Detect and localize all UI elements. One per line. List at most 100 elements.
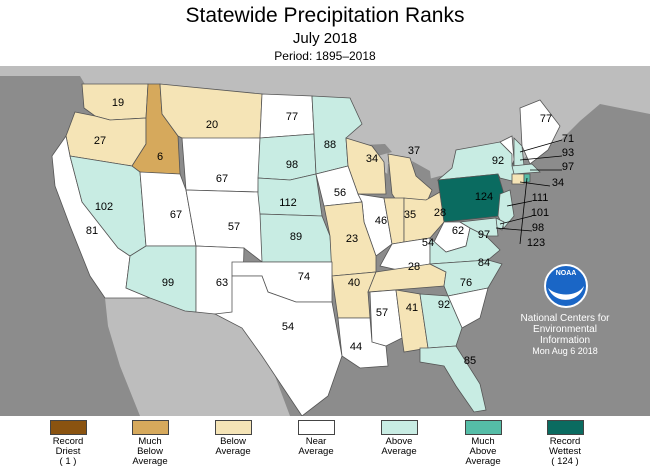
rank-label-id: 6 <box>157 151 163 163</box>
rank-label-vt: 71 <box>562 133 574 145</box>
rank-label-nc: 84 <box>478 257 490 269</box>
rank-label-al: 41 <box>406 302 418 314</box>
rank-label-ma: 97 <box>562 161 574 173</box>
rank-label-wy: 67 <box>216 173 228 185</box>
noaa-logo: NOAA <box>544 264 588 308</box>
rank-label-ct: 34 <box>552 177 564 189</box>
legend-label-line: ( 1 ) <box>59 456 77 467</box>
rank-label-la: 44 <box>350 341 362 353</box>
legend-label: Above Average <box>359 437 439 457</box>
rank-label-tn: 28 <box>408 261 420 273</box>
legend-label-line: Much <box>138 436 162 447</box>
rank-label-ms: 57 <box>376 307 388 319</box>
map-period: Period: 1895–2018 <box>274 49 376 63</box>
rank-label-nd: 77 <box>286 111 298 123</box>
legend-label-line: Wettest <box>548 446 582 457</box>
rank-label-pa: 124 <box>475 191 493 203</box>
rank-label-nh: 93 <box>562 147 574 159</box>
rank-label-az: 99 <box>162 277 174 289</box>
rank-label-ia: 56 <box>334 187 346 199</box>
rank-label-va: 97 <box>478 229 490 241</box>
legend-swatch <box>131 420 169 435</box>
state-ne <box>257 173 323 217</box>
legend-label-line: Above <box>469 446 497 457</box>
leader-line-nh <box>519 155 563 161</box>
legend-swatch <box>214 420 252 435</box>
rank-label-ca: 81 <box>86 225 98 237</box>
state-ga <box>419 293 463 349</box>
legend-label-line: Average <box>215 446 251 457</box>
state-mi <box>387 153 433 207</box>
legend-label-line: Record <box>549 436 581 447</box>
rank-label-fl: 85 <box>464 355 476 367</box>
credit-line-1: National Centers for <box>520 313 610 324</box>
map-subtitle: July 2018 <box>292 30 358 47</box>
rank-label-mn: 88 <box>324 139 336 151</box>
state-vt <box>499 135 515 167</box>
state-ct <box>511 173 525 185</box>
state-md <box>458 217 499 237</box>
credit-line-3: Information <box>539 335 591 346</box>
rank-label-sd: 98 <box>286 159 298 171</box>
lake-huron <box>412 161 432 188</box>
state-la <box>337 317 389 369</box>
legend-swatch <box>464 420 502 435</box>
leader-line-ri <box>519 177 528 245</box>
credit-date: Mon Aug 6 2018 <box>532 346 598 356</box>
legend-label: Near Average <box>276 437 356 457</box>
state-ms <box>369 289 403 347</box>
legend-label-line: Average <box>298 446 334 457</box>
legend-label: Record Driest( 1 ) <box>28 437 108 467</box>
legend-label-line: Average <box>465 456 501 467</box>
legend-label-line: Above <box>385 436 413 447</box>
leader-line-de <box>499 215 533 225</box>
legend-swatch <box>49 420 87 435</box>
rank-label-mi: 37 <box>408 145 420 157</box>
legend-item: Record Wettest( 124 ) <box>525 420 605 467</box>
legend-label-line: Much <box>471 436 495 447</box>
rank-label-md: 98 <box>532 222 544 234</box>
rank-label-ar: 40 <box>348 277 360 289</box>
rank-label-ks: 89 <box>290 231 302 243</box>
rank-label-co: 57 <box>228 221 240 233</box>
legend-item: Near Average <box>276 420 356 457</box>
legend-label-line: Below <box>220 436 246 447</box>
legend-swatch <box>380 420 418 435</box>
legend-label-line: Below <box>137 446 163 457</box>
rank-label-wv: 62 <box>452 225 464 237</box>
rank-label-oh: 28 <box>434 207 446 219</box>
rank-label-or: 27 <box>94 135 106 147</box>
map-title: Statewide Precipitation Ranks <box>185 4 465 27</box>
legend-label-line: Driest <box>55 446 81 457</box>
rank-label-ny: 92 <box>492 155 504 167</box>
us-map: 19 27 6 20 67 77 98 88 34 37 92 77 81 102 67 57 112 56 46 3… <box>0 66 650 416</box>
rank-label-wa: 19 <box>112 97 124 109</box>
mexico-land <box>105 298 290 416</box>
rank-label-in: 35 <box>404 209 416 221</box>
rank-label-mt: 20 <box>206 119 218 131</box>
legend-item: Much Above Average <box>443 420 523 467</box>
rank-label-ut: 67 <box>170 209 182 221</box>
legend-label-line: Record <box>52 436 84 447</box>
legend-label-line: Near <box>305 436 327 447</box>
legend-item: Much Below Average <box>110 420 190 467</box>
noaa-logo-text: NOAA <box>556 270 577 277</box>
state-ma <box>511 163 541 175</box>
rank-label-mo: 23 <box>346 233 358 245</box>
rank-label-ok: 74 <box>298 271 310 283</box>
rank-label-ky: 54 <box>422 237 434 249</box>
legend-label-line: ( 124 ) <box>551 456 579 467</box>
rank-label-wi: 34 <box>366 153 378 165</box>
rank-label-sc: 76 <box>460 277 472 289</box>
legend: Record Driest( 1 ) Much Below Average Below Av… <box>0 420 650 475</box>
rank-label-ga: 92 <box>438 299 450 311</box>
legend-label: Much Above Average <box>443 437 523 467</box>
state-tx <box>213 275 343 416</box>
legend-item: Record Driest( 1 ) <box>28 420 108 467</box>
rank-label-ri: 123 <box>527 237 545 249</box>
legend-label-line: Average <box>132 456 168 467</box>
legend-swatch <box>297 420 335 435</box>
legend-label: Record Wettest( 124 ) <box>525 437 605 467</box>
leader-line-ct <box>519 181 551 187</box>
rank-label-de: 101 <box>531 207 549 219</box>
